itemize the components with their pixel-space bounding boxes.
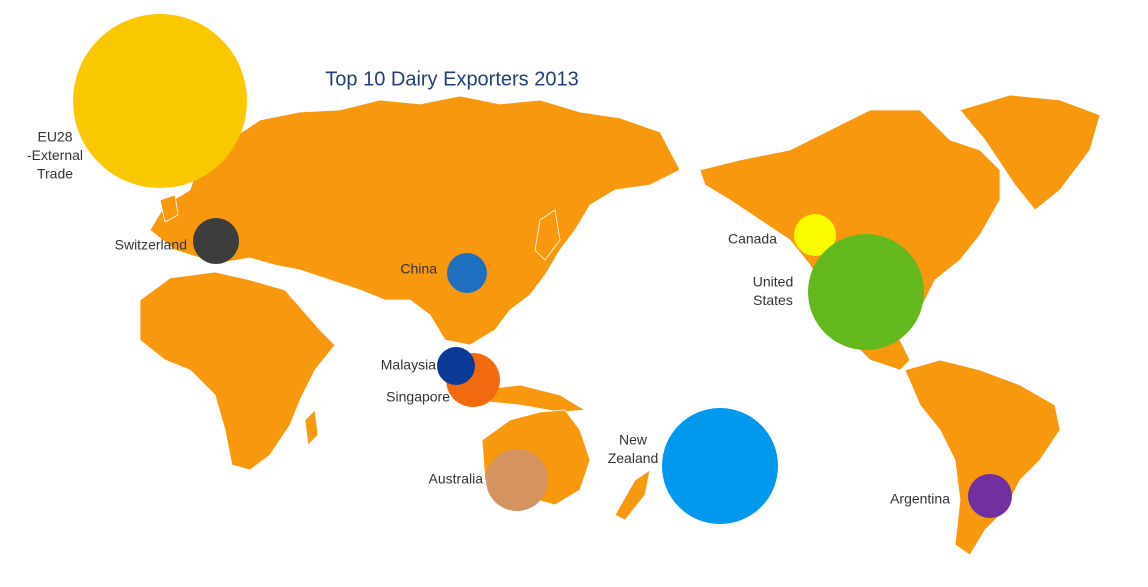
madagascar	[304, 409, 319, 446]
bubble	[968, 474, 1012, 518]
bubble-label: EU28	[37, 129, 72, 145]
bubble	[808, 234, 924, 350]
bubble-label: China	[400, 261, 437, 277]
bubble	[447, 253, 487, 293]
title: Top 10 Dairy Exporters 2013	[325, 68, 578, 90]
bubble	[437, 347, 475, 385]
new-zealand-land	[614, 469, 651, 521]
africa	[139, 271, 336, 471]
bubble-label: Canada	[728, 231, 777, 247]
bubble	[486, 449, 548, 511]
bubble	[794, 214, 836, 256]
bubble-label: -External	[27, 147, 83, 163]
eurasia	[149, 95, 681, 346]
bubble-label: Malaysia	[381, 357, 436, 373]
bubble-label: Zealand	[608, 450, 659, 466]
bubble	[662, 408, 778, 524]
bubble-label: Singapore	[386, 389, 450, 405]
japan	[534, 209, 561, 261]
indonesia	[479, 384, 587, 413]
bubble	[73, 14, 247, 188]
bubble-label: New	[619, 432, 648, 448]
bubble-label: Argentina	[890, 491, 950, 507]
bubble-label: Switzerland	[115, 237, 187, 253]
greenland	[959, 94, 1101, 211]
bubble-label: Australia	[429, 471, 484, 487]
bubble	[193, 218, 239, 264]
bubble-label: States	[753, 292, 793, 308]
bubble-label: United	[753, 274, 793, 290]
south-america	[904, 359, 1061, 556]
land	[139, 94, 1101, 556]
uk	[159, 194, 179, 223]
bubble-label: Trade	[37, 166, 73, 182]
